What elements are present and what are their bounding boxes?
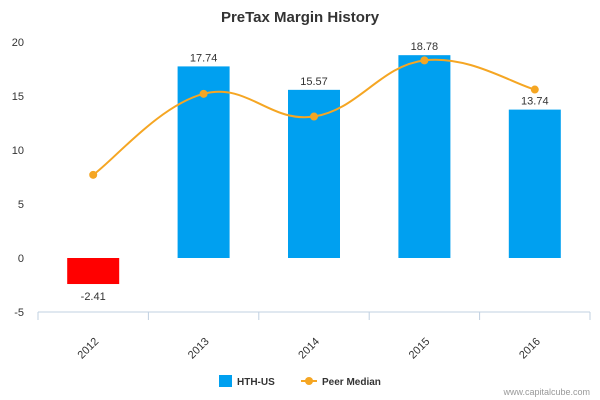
- y-tick-label: 0: [18, 253, 24, 265]
- peer-median-marker[interactable]: [310, 112, 318, 121]
- bar[interactable]: [67, 258, 120, 285]
- bar-data-labels: -2.41 17.74 15.57 18.78 13.74: [81, 41, 549, 303]
- bar-value-label: 13.74: [521, 96, 549, 108]
- x-axis: 2012 2013 2014 2015 2016: [37, 311, 591, 362]
- y-tick-label: 15: [12, 91, 24, 103]
- peer-median-marker[interactable]: [199, 89, 208, 98]
- peer-median-marker[interactable]: [420, 56, 429, 65]
- bar[interactable]: [398, 55, 451, 259]
- bar[interactable]: [508, 109, 561, 258]
- bar-value-label: 18.78: [411, 41, 439, 53]
- x-tick-label: 2016: [517, 336, 543, 362]
- x-tick-label: 2014: [296, 336, 322, 362]
- line-series: [89, 56, 539, 179]
- bar-value-label: -2.41: [81, 291, 106, 303]
- legend-label-hth-us[interactable]: HTH-US: [237, 377, 275, 388]
- y-tick-label: 20: [12, 37, 24, 49]
- y-tick-label: 5: [18, 199, 24, 211]
- peer-median-marker[interactable]: [530, 85, 539, 94]
- peer-median-marker[interactable]: [89, 170, 98, 179]
- credit-text[interactable]: www.capitalcube.com: [502, 387, 590, 397]
- bar[interactable]: [177, 66, 230, 259]
- x-tick-label: 2012: [76, 336, 102, 362]
- y-axis: 20 15 10 5 0 -5: [12, 37, 24, 319]
- y-tick-label: -5: [14, 307, 24, 319]
- legend-label-peer-median[interactable]: Peer Median: [322, 377, 381, 388]
- legend-swatch-hth-us: [219, 375, 232, 387]
- x-tick-label: 2013: [186, 336, 212, 362]
- x-tick-label: 2015: [407, 336, 433, 362]
- y-tick-label: 10: [12, 145, 24, 157]
- legend: HTH-US Peer Median: [219, 375, 381, 388]
- legend-swatch-peer-median-marker: [305, 377, 313, 385]
- bar-value-label: 17.74: [190, 52, 218, 64]
- bar-value-label: 15.57: [300, 76, 328, 88]
- chart-title: PreTax Margin History: [221, 9, 380, 26]
- bar-series: [67, 55, 561, 285]
